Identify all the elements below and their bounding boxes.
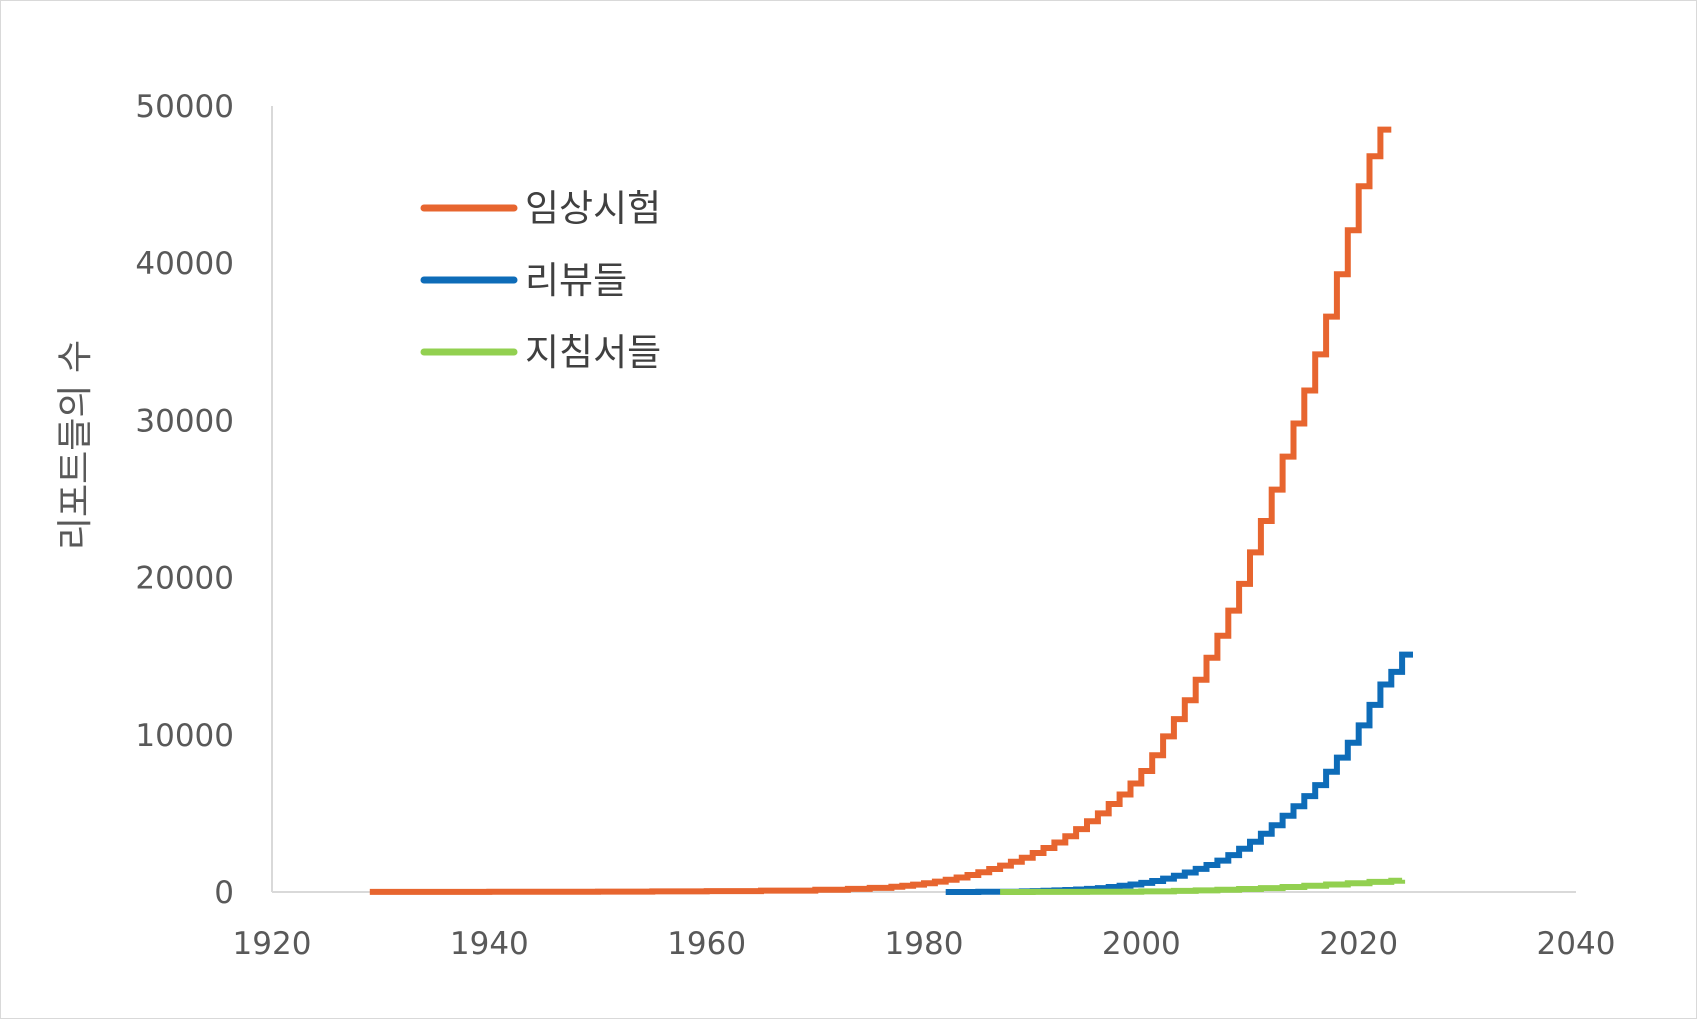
chart-axes xyxy=(271,106,1576,893)
y-tick-label: 20000 xyxy=(135,561,234,597)
x-tick-label: 2020 xyxy=(1319,926,1398,962)
data-series xyxy=(369,126,1413,895)
y-tick-label: 10000 xyxy=(135,718,234,754)
y-tick-labels: 0 10000 20000 30000 40000 50000 xyxy=(135,89,234,911)
x-tick-label: 1940 xyxy=(450,926,529,962)
y-axis-label: 리포트들의 수 xyxy=(55,340,96,550)
legend-label: 임상시험 xyxy=(525,187,661,230)
y-tick-label: 50000 xyxy=(135,89,234,125)
x-tick-labels: 1920 1940 1960 1980 2000 2020 2040 xyxy=(233,926,1616,962)
legend-label: 지침서들 xyxy=(525,331,661,374)
x-tick-label: 1960 xyxy=(667,926,746,962)
x-tick-label: 1920 xyxy=(233,926,312,962)
x-tick-label: 2040 xyxy=(1537,926,1616,962)
y-tick-label: 0 xyxy=(214,875,234,911)
x-tick-label: 2000 xyxy=(1102,926,1181,962)
legend-label: 리뷰들 xyxy=(525,259,627,302)
x-tick-label: 1980 xyxy=(885,926,964,962)
series-line-2 xyxy=(945,651,1413,895)
y-tick-label: 30000 xyxy=(135,403,234,439)
y-tick-label: 40000 xyxy=(135,246,234,282)
series-line-1 xyxy=(369,126,1392,895)
series-line-3 xyxy=(1000,877,1406,895)
